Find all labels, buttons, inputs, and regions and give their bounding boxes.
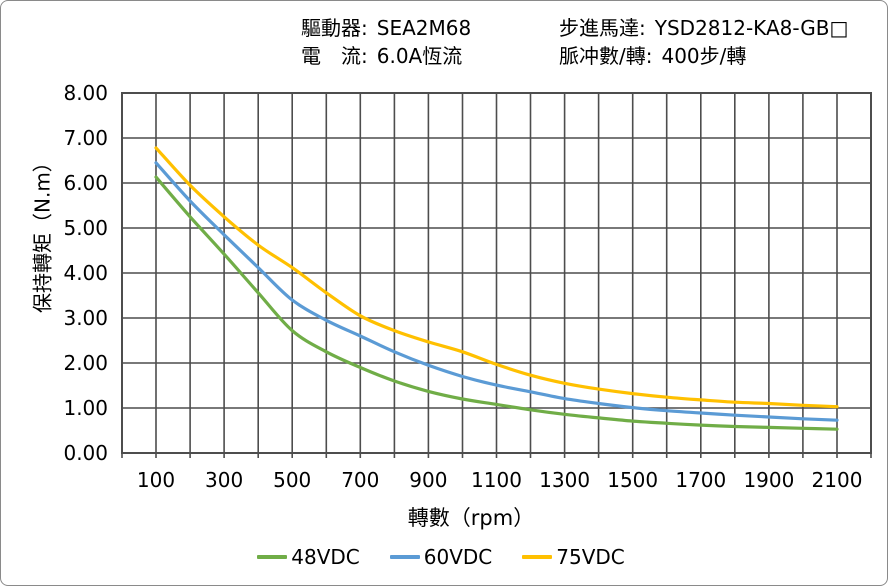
motor-value: YSD2812-KA8-GB□ — [654, 16, 849, 40]
pulses-label: 脈冲數/轉: — [559, 44, 653, 68]
x-tick-label: 100 — [137, 468, 175, 492]
current-spec: 電 流: 6.0A恆流 — [301, 43, 462, 69]
legend-item-75vdc: 75VDC — [522, 544, 625, 570]
x-tick-label: 1100 — [471, 468, 522, 492]
motor-spec: 步進馬達: YSD2812-KA8-GB□ — [559, 15, 848, 41]
x-axis-title: 轉數（rpm） — [407, 506, 535, 530]
current-label: 電 流: — [301, 44, 368, 68]
y-tick-label: 3.00 — [63, 306, 108, 330]
y-tick-label: 4.00 — [63, 261, 108, 285]
current-value: 6.0A恆流 — [376, 44, 463, 68]
legend-swatch-48vdc — [257, 555, 288, 559]
x-tick-label: 300 — [205, 468, 243, 492]
x-tick-label: 500 — [273, 468, 311, 492]
chart-legend: 48VDC 60VDC 75VDC — [1, 544, 881, 570]
legend-label: 75VDC — [556, 545, 625, 569]
driver-value: SEA2M68 — [376, 16, 472, 40]
legend-item-60vdc: 60VDC — [389, 544, 493, 570]
plot-border — [121, 92, 872, 454]
driver-label: 驅動器: — [301, 16, 368, 40]
motor-label: 步進馬達: — [559, 16, 646, 40]
x-tick-label: 1700 — [675, 468, 726, 492]
curve-60vdc — [154, 161, 839, 422]
pulses-value: 400步/轉 — [661, 44, 747, 68]
x-tick-label: 900 — [409, 468, 447, 492]
legend-swatch-75vdc — [522, 555, 553, 559]
y-tick-label: 2.00 — [63, 351, 108, 375]
y-tick-label: 5.00 — [63, 216, 108, 240]
legend-swatch-60vdc — [389, 555, 420, 559]
y-tick-label: 8.00 — [63, 81, 108, 105]
curve-75vdc — [154, 146, 839, 409]
driver-spec: 驅動器: SEA2M68 — [301, 15, 471, 41]
x-tick-label: 1300 — [539, 468, 590, 492]
y-tick-label: 7.00 — [63, 126, 108, 150]
x-tick-label: 2100 — [812, 468, 863, 492]
y-tick-label: 6.00 — [63, 171, 108, 195]
x-tick-label: 1900 — [743, 468, 794, 492]
pulses-spec: 脈冲數/轉: 400步/轉 — [559, 43, 746, 69]
y-tick-label: 0.00 — [63, 441, 108, 465]
y-tick-label: 1.00 — [63, 396, 108, 420]
curve-48vdc — [154, 175, 839, 431]
x-tick-label: 700 — [341, 468, 379, 492]
legend-label: 60VDC — [423, 545, 493, 569]
legend-label: 48VDC — [291, 545, 360, 569]
x-tick-label: 1500 — [607, 468, 658, 492]
legend-item-48vdc: 48VDC — [257, 544, 360, 570]
